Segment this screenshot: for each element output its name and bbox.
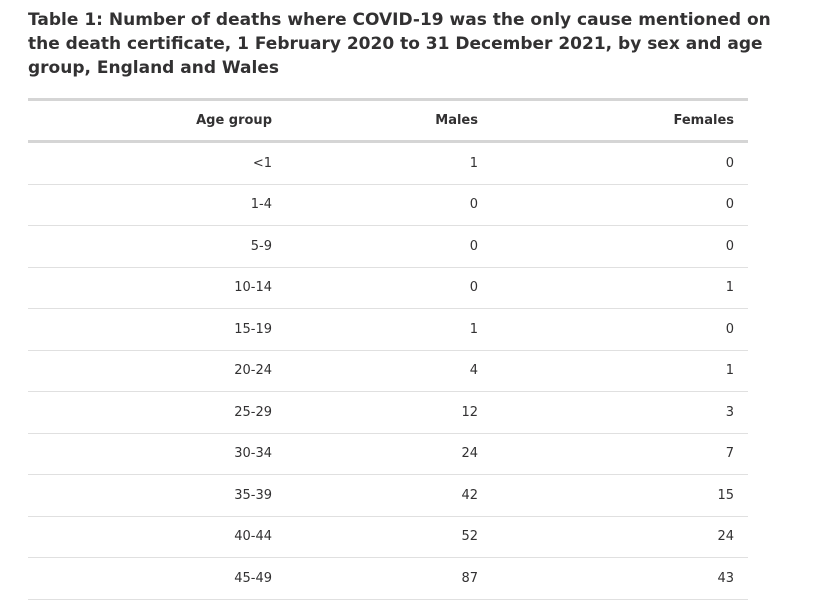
females-cell: 0 (478, 141, 748, 185)
table-row: 1-4 0 0 (28, 184, 748, 226)
table-row: 10-14 0 1 (28, 267, 748, 309)
column-header-males[interactable]: Males (272, 99, 478, 143)
males-cell: 0 (272, 184, 478, 226)
column-header-females[interactable]: Females (478, 99, 748, 143)
column-header-age-group[interactable]: Age group (28, 99, 272, 143)
females-cell: 3 (478, 391, 748, 434)
table-row: <1 1 0 (28, 141, 748, 185)
females-cell: 24 (478, 516, 748, 558)
males-cell: 12 (272, 391, 478, 434)
age-group-cell: <1 (28, 141, 272, 185)
males-cell: 1 (272, 308, 478, 351)
age-group-cell: 1-4 (28, 184, 272, 226)
males-cell: 0 (272, 225, 478, 268)
males-cell: 24 (272, 433, 478, 475)
females-cell: 1 (478, 350, 748, 392)
table-row: 15-19 1 0 (28, 308, 748, 351)
males-cell: 0 (272, 267, 478, 309)
table-header-row: Age group Males Females (28, 99, 748, 143)
table-title: Table 1: Number of deaths where COVID-19… (28, 10, 771, 78)
table-row: 40-44 52 24 (28, 516, 748, 558)
age-group-cell: 15-19 (28, 308, 272, 351)
table-row: 25-29 12 3 (28, 391, 748, 434)
females-cell: 0 (478, 225, 748, 268)
females-cell: 7 (478, 433, 748, 475)
males-cell: 4 (272, 350, 478, 392)
females-cell: 0 (478, 184, 748, 226)
deaths-table: Age group Males Females <1 1 0 1-4 0 0 5… (28, 98, 748, 600)
females-cell: 15 (478, 474, 748, 517)
table-row: 35-39 42 15 (28, 474, 748, 517)
females-cell: 1 (478, 267, 748, 309)
age-group-cell: 45-49 (28, 557, 272, 600)
age-group-cell: 20-24 (28, 350, 272, 392)
males-cell: 42 (272, 474, 478, 517)
females-cell: 0 (478, 308, 748, 351)
age-group-cell: 5-9 (28, 225, 272, 268)
males-cell: 52 (272, 516, 478, 558)
table-row: 5-9 0 0 (28, 225, 748, 268)
table-row: 30-34 24 7 (28, 433, 748, 475)
age-group-cell: 40-44 (28, 516, 272, 558)
table-row: 20-24 4 1 (28, 350, 748, 392)
age-group-cell: 10-14 (28, 267, 272, 309)
males-cell: 1 (272, 141, 478, 185)
age-group-cell: 30-34 (28, 433, 272, 475)
age-group-cell: 35-39 (28, 474, 272, 517)
age-group-cell: 25-29 (28, 391, 272, 434)
